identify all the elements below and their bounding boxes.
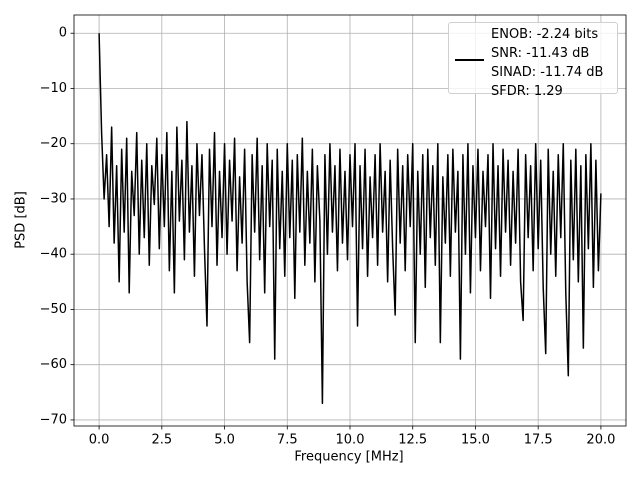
- y-tick-label: −30: [40, 191, 67, 206]
- x-tick-label: 12.5: [398, 433, 427, 448]
- x-tick-label: 2.5: [151, 433, 172, 448]
- y-axis-label: PSD [dB]: [14, 191, 29, 249]
- y-tick-label: −10: [40, 81, 67, 96]
- x-tick-label: 20.0: [586, 433, 615, 448]
- y-tick-label: 0: [59, 26, 67, 41]
- y-tick-label: −20: [40, 136, 67, 151]
- y-tick-label: −60: [40, 357, 67, 372]
- legend-swatch: [455, 59, 484, 61]
- y-tick-label: −50: [40, 302, 67, 317]
- legend: ENOB: -2.24 bits SNR: -11.43 dB SINAD: -…: [448, 22, 618, 99]
- x-tick-label: 15.0: [461, 433, 490, 448]
- x-tick-label: 0.0: [89, 433, 110, 448]
- x-tick-label: 7.5: [277, 433, 298, 448]
- x-tick-label: 10.0: [336, 433, 365, 448]
- x-tick-label: 5.0: [214, 433, 235, 448]
- y-tick-label: −40: [40, 247, 67, 262]
- x-axis-label: Frequency [MHz]: [294, 450, 403, 465]
- x-tick-label: 17.5: [524, 433, 553, 448]
- y-tick-label: −70: [40, 412, 67, 427]
- plot-frame: [73, 14, 627, 427]
- series-line: [98, 33, 602, 405]
- legend-label: ENOB: -2.24 bits SNR: -11.43 dB SINAD: -…: [491, 27, 604, 99]
